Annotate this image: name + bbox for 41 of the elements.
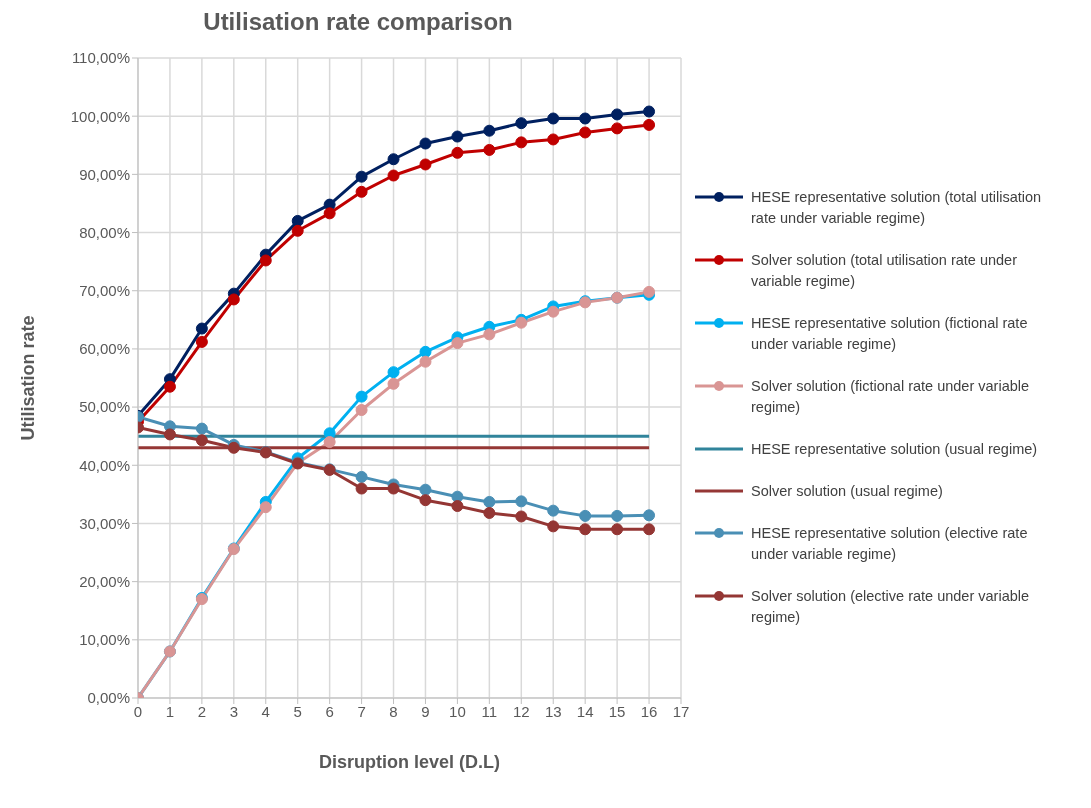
x-tick-label: 6 [325,702,334,720]
x-tick-label: 3 [229,702,238,720]
y-tick-label: 10,00% [79,631,130,649]
legend-label: Solver solution (elective rate under variable regime) [751,587,1031,627]
x-tick-label: 13 [544,702,562,720]
y-tick-label: 50,00% [79,398,130,416]
y-tick-label: 90,00% [79,165,130,183]
legend-label: HESE representative solution (usual regime) [751,440,1038,459]
y-tick-label: 30,00% [79,514,130,532]
x-axis-title: Disruption level (D.L) [318,752,501,772]
x-tick-label: 12 [512,702,530,720]
x-tick-label: 2 [197,702,207,720]
x-tick-label: 1 [165,702,175,720]
y-axis-title: Utilisation rate [18,315,39,441]
x-tick-label: 5 [293,702,302,720]
x-tick-label: 14 [576,702,594,720]
x-tick-label: 0 [133,702,143,720]
x-tick-label: 15 [608,702,626,720]
legend-label: Solver solution (total utilisation rate under variable regime) [751,251,1018,291]
legend-label: Solver solution (fictional rate under variable regime) [751,377,1031,417]
x-tick-label: 4 [261,702,270,720]
y-tick-label: 100,00% [70,107,130,125]
y-tick-label: 40,00% [79,456,130,474]
legend-label: HESE representative solution (fictional rate under variable regime) [751,314,1029,354]
y-tick-label: 80,00% [79,223,130,241]
x-tick-label: 7 [357,702,366,720]
x-tick-label: 11 [481,702,498,720]
y-tick-label: 60,00% [79,340,130,358]
x-tick-label: 10 [449,702,466,720]
y-tick-label: 70,00% [79,282,130,300]
x-tick-label: 17 [672,702,690,720]
y-tick-label: 0,00% [87,689,130,707]
y-tick-label: 20,00% [79,572,130,590]
chart-title: Utilisation rate comparison [202,8,514,37]
legend-label: HESE representative solution (elective rate under variable regime) [751,524,1029,564]
legend-label: HESE representative solution (total utilisation rate under variable regime) [751,188,1043,228]
x-tick-label: 9 [421,702,430,720]
x-tick-label: 8 [389,702,398,720]
legend-label: Solver solution (usual regime) [751,482,943,501]
y-tick-label: 110,00% [71,49,130,67]
x-tick-label: 16 [640,702,658,720]
